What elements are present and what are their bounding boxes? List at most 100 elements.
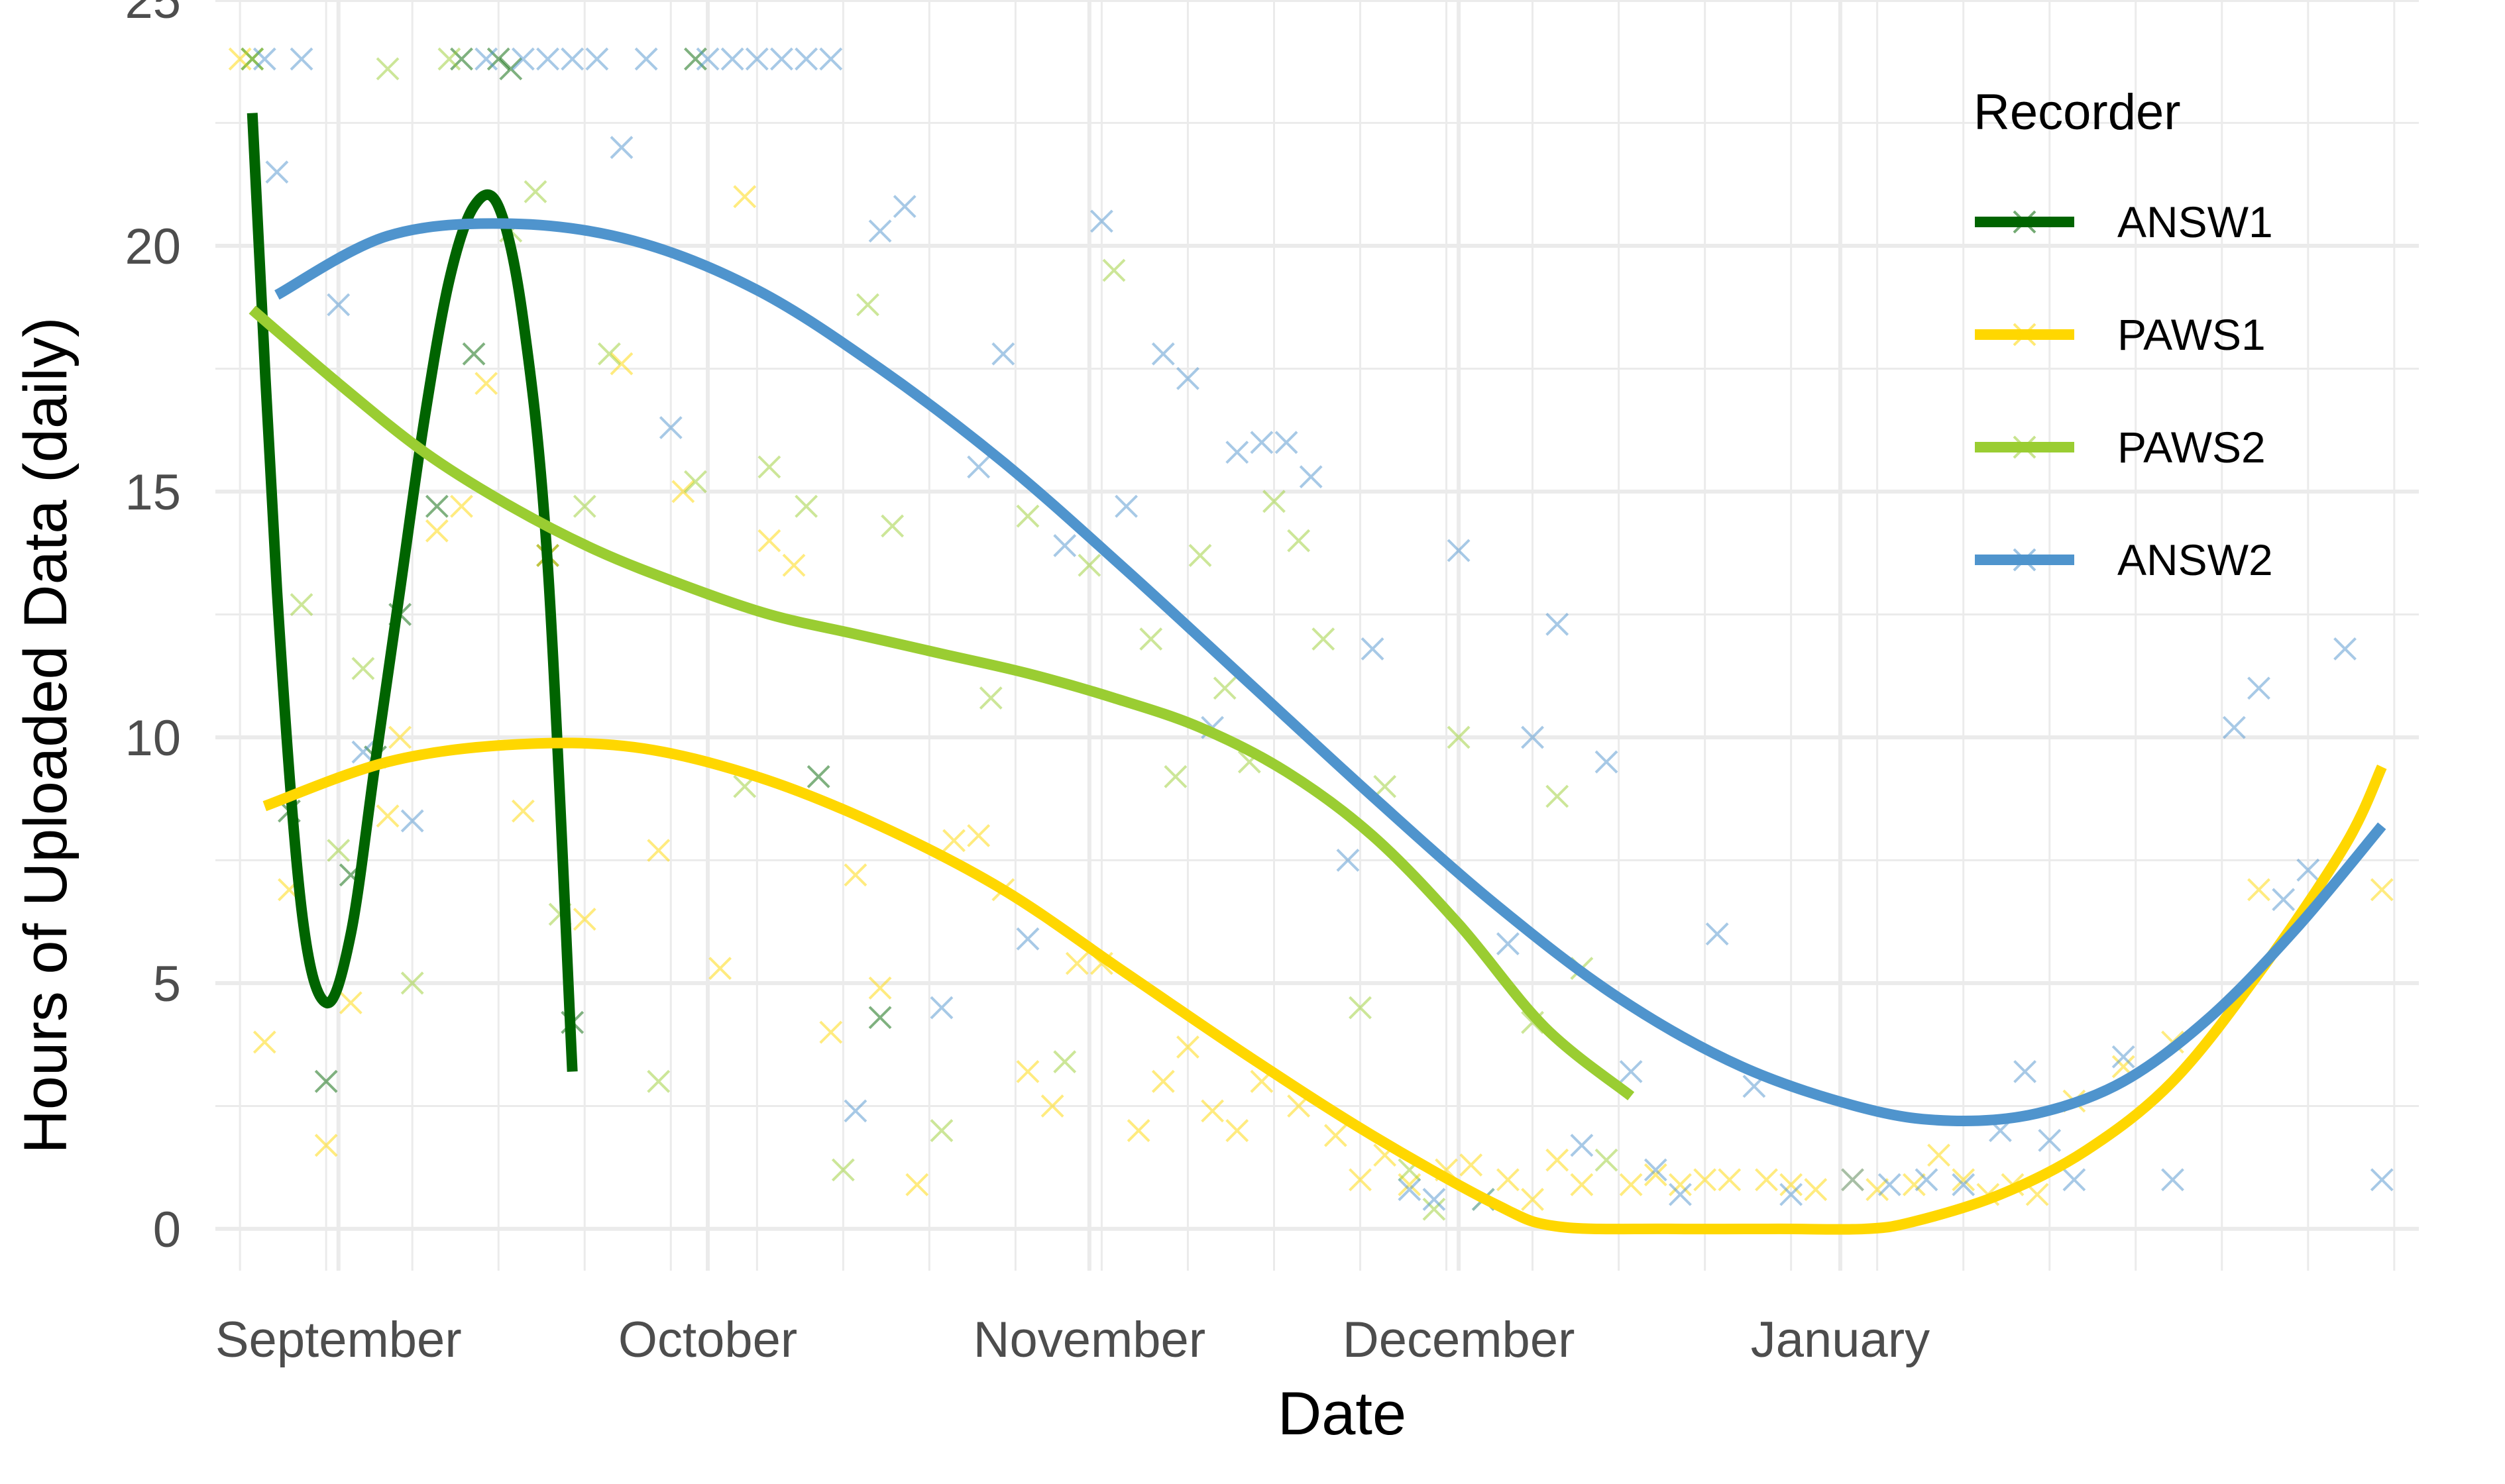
answ2-point: [1915, 1168, 1938, 1192]
paws2-point: [1188, 544, 1212, 567]
paws1-point: [1225, 1119, 1249, 1142]
paws1-point: [474, 372, 498, 396]
answ2-point: [930, 996, 954, 1020]
answ2-point: [400, 809, 424, 833]
paws1-point: [1459, 1153, 1483, 1177]
y-tick-label: 5: [153, 956, 181, 1012]
y-axis-title: Hours of Uploaded Data (daily): [12, 317, 80, 1153]
paws1-point: [1570, 1173, 1594, 1196]
answ2-point: [2161, 1168, 2184, 1192]
paws1-point: [1065, 951, 1089, 975]
answ2-point: [1225, 441, 1249, 464]
paws1-point: [967, 823, 991, 847]
answ2-point: [265, 160, 289, 184]
paws2-point: [241, 47, 264, 71]
paws1-point: [1016, 1060, 1040, 1083]
answ2-point: [2296, 858, 2320, 882]
paws1-point: [1643, 1163, 1667, 1187]
answ2-point: [795, 47, 818, 71]
legend-label: PAWS2: [2117, 423, 2266, 472]
paws1-point: [757, 529, 781, 553]
paws1-point: [1040, 1094, 1064, 1118]
answ2-trend-line: [274, 218, 2386, 1126]
answ2-point: [2038, 1128, 2062, 1152]
paws2-point: [1262, 490, 1286, 513]
paws1-point: [733, 185, 757, 209]
paws2-point: [856, 293, 879, 317]
legend-item-answ1: ANSW1: [1975, 197, 2273, 246]
paws2-point: [1287, 529, 1311, 553]
answ2-point: [585, 47, 609, 71]
paws2-point: [524, 180, 547, 203]
paws1-point: [1176, 1035, 1199, 1059]
answ1-point: [499, 57, 523, 81]
answ2-point: [2062, 1168, 2086, 1192]
legend-label: PAWS1: [2117, 310, 2266, 359]
paws2-point: [1373, 774, 1397, 798]
answ1-point: [314, 1069, 338, 1093]
paws1-point: [647, 839, 671, 863]
answ2-point: [659, 416, 683, 439]
answ1-point: [807, 765, 830, 788]
legend-item-paws2: PAWS2: [1975, 423, 2266, 472]
paws1-point: [252, 1030, 276, 1054]
paws1-point: [1545, 1148, 1569, 1172]
legend-swatch-marker: [2013, 435, 2036, 459]
answ2-point: [561, 47, 584, 71]
x-tick-label: December: [1343, 1312, 1575, 1368]
answ2-point: [2272, 888, 2296, 912]
paws1-point: [511, 799, 535, 823]
answ1-point: [450, 47, 473, 71]
answ2-point: [1299, 465, 1323, 489]
paws2-point: [1422, 1197, 1446, 1221]
answ2-point: [1669, 1183, 1692, 1206]
paws1-point: [1902, 1173, 1926, 1196]
answ2-point: [844, 1099, 867, 1123]
paws2-point: [795, 494, 818, 518]
paws1-point: [1496, 1168, 1520, 1192]
paws2-point: [1594, 1148, 1618, 1172]
paws1-point: [1779, 1173, 1803, 1196]
paws1-point: [1323, 1124, 1347, 1147]
paws1-point: [573, 908, 596, 931]
paws1-point: [2247, 878, 2270, 902]
answ2-point: [868, 219, 892, 243]
answ1-point: [462, 342, 486, 366]
paws2-point: [351, 657, 375, 680]
answ2-point: [252, 47, 276, 71]
paws1-point: [1718, 1168, 1742, 1192]
x-axis-title: Date: [1278, 1380, 1406, 1448]
answ2-point: [1496, 932, 1520, 956]
paws1-point: [942, 829, 966, 853]
legend-label: ANSW1: [2117, 197, 2273, 246]
paws1-point: [1952, 1168, 1976, 1192]
paws2-point: [1213, 676, 1237, 700]
answ2-point: [745, 47, 769, 71]
y-tick-label: 10: [125, 710, 181, 767]
answ2-point: [536, 47, 559, 71]
legend-swatch-marker: [2013, 323, 2036, 346]
paws2-point: [327, 839, 351, 863]
x-tick-label: September: [215, 1312, 462, 1368]
legend: Recorder ANSW1 PAWS1 PAWS2 ANSW2: [1974, 84, 2273, 584]
answ2-point: [819, 47, 843, 71]
paws1-point: [1521, 1187, 1544, 1211]
paws1-point: [1669, 1173, 1692, 1196]
paws1-point: [339, 991, 362, 1015]
answ2-point: [1016, 927, 1040, 951]
paws1-point: [844, 863, 867, 887]
answ2-point: [1521, 725, 1544, 749]
answ2-point: [1779, 1183, 1803, 1206]
paws2-point: [647, 1069, 671, 1093]
paws1-point: [450, 494, 473, 518]
answ2-point: [1336, 849, 1360, 872]
answ2-point: [2111, 1045, 2135, 1069]
legend-title: Recorder: [1974, 84, 2181, 140]
answ1-point: [868, 1006, 892, 1030]
paws1-point: [425, 519, 449, 543]
paws2-point: [1545, 784, 1569, 808]
x-tick-label: November: [974, 1312, 1206, 1368]
answ2-point: [1643, 1158, 1667, 1182]
paws2-point: [290, 593, 313, 617]
